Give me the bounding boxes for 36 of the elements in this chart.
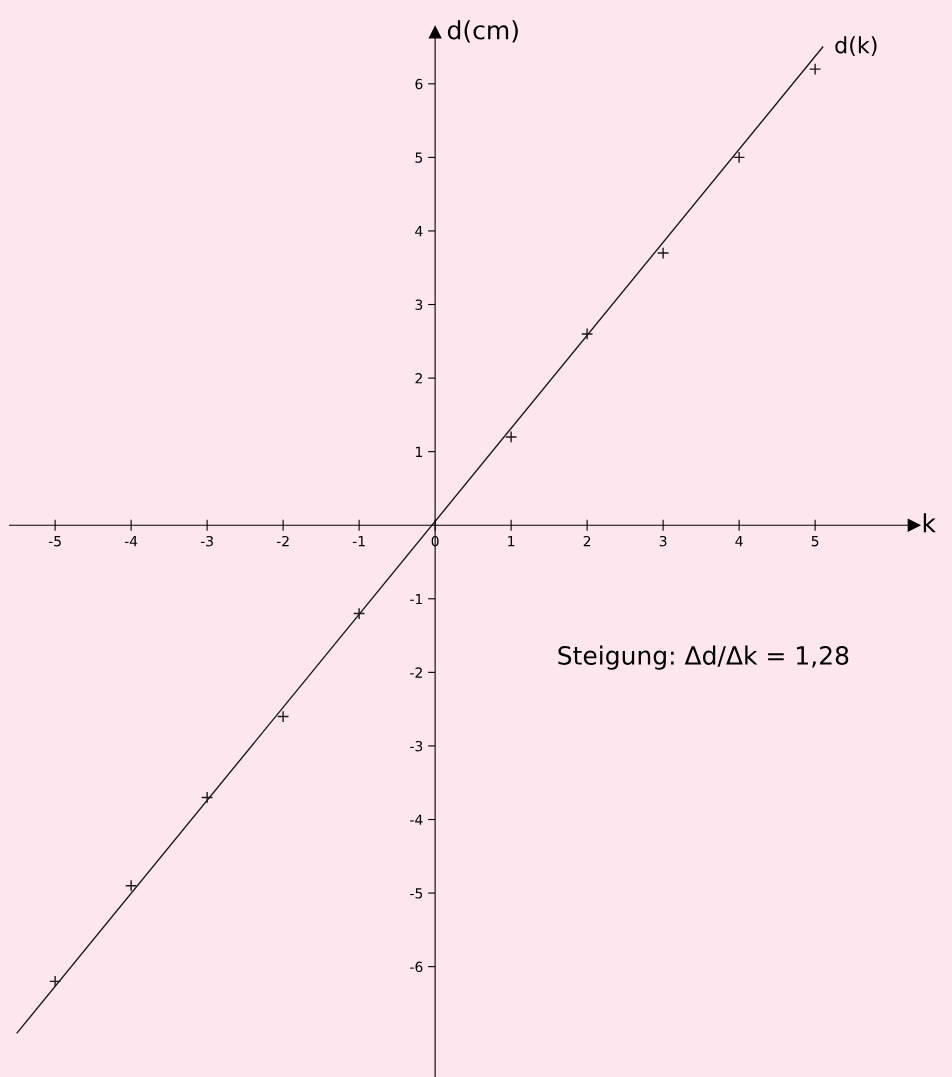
y-tick-label: -4 — [410, 814, 423, 825]
y-tick-label: 1 — [416, 446, 423, 457]
x-tick-label: -4 — [124, 536, 138, 547]
y-tick-label: -6 — [410, 961, 423, 973]
point — [353, 607, 366, 620]
annotation: Steigung: Δd/Δk = 1,28 — [558, 645, 849, 670]
x-axis-title: k — [923, 513, 936, 533]
x-tick-label: 5 — [811, 536, 819, 547]
x-tick-label: -5 — [48, 536, 61, 547]
point — [505, 430, 518, 444]
point — [125, 879, 138, 892]
point — [657, 246, 670, 260]
x-tick-label: -3 — [200, 535, 213, 547]
point — [277, 710, 290, 723]
point — [49, 975, 62, 988]
x-tick-label: 2 — [583, 535, 591, 547]
y-tick-label: 3 — [415, 299, 423, 310]
y-tick-label: -5 — [410, 888, 423, 899]
y-tick-label: 2 — [415, 373, 422, 384]
y-axis-title: d(cm) — [447, 20, 518, 43]
x-tick-label: -1 — [352, 536, 365, 547]
x-tick-label: 4 — [735, 536, 743, 547]
point — [733, 151, 746, 164]
point — [201, 791, 214, 804]
y-tick-label: -2 — [410, 667, 422, 678]
point — [809, 63, 822, 76]
x-tick-label: 1 — [508, 536, 515, 547]
y-tick-label: 4 — [415, 226, 423, 237]
x-tick-label: 3 — [659, 535, 667, 547]
series-label: d(k) — [835, 36, 877, 57]
y-tick-label: 5 — [415, 152, 423, 163]
y-tick-label: -1 — [410, 593, 423, 605]
y-tick-label: 6 — [415, 78, 423, 90]
y-tick-label: -3 — [410, 740, 423, 752]
point — [581, 327, 594, 341]
x-tick-label: -2 — [276, 535, 289, 547]
